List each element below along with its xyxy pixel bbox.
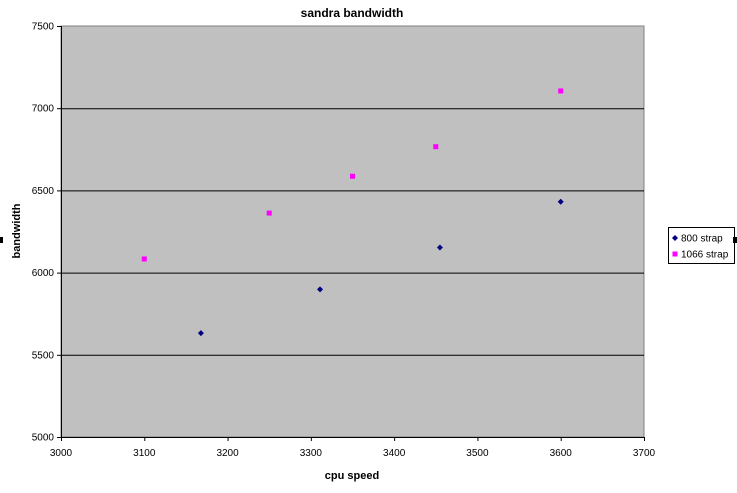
edge-mark-right — [733, 237, 737, 243]
x-tick-label: 3300 — [300, 448, 323, 459]
data-point — [433, 144, 439, 150]
y-tick-label: 7500 — [32, 22, 55, 33]
y-tick-label: 7000 — [32, 104, 55, 115]
data-point — [266, 210, 272, 216]
legend: 800 strap 1066 strap — [0, 227, 737, 264]
data-point — [350, 173, 355, 179]
legend-label: 800 strap — [681, 234, 723, 245]
x-tick-label: 3500 — [466, 448, 489, 459]
y-tick-label: 5500 — [32, 350, 55, 361]
plot-area — [60, 25, 645, 438]
legend-box — [668, 227, 735, 264]
x-axis-title: cpu speed — [325, 470, 379, 482]
plot-area-group — [60, 25, 645, 438]
chart-title: sandra bandwidth — [301, 6, 404, 20]
y-tick-label: 5000 — [32, 433, 55, 444]
axes-group: 5000 5500 6000 6500 7000 7500 3000 3100 3200 3300… — [32, 22, 656, 460]
edge-mark-left — [0, 237, 3, 243]
x-tick-label: 3000 — [50, 448, 73, 459]
x-tick-label: 3600 — [550, 448, 573, 459]
y-tick-label: 6500 — [32, 186, 55, 197]
x-tick-label: 3100 — [133, 448, 156, 459]
legend-label: 1066 strap — [681, 250, 729, 261]
data-point — [558, 88, 564, 94]
x-tick-label: 3400 — [383, 448, 406, 459]
y-axis-title: bandwidth — [11, 203, 23, 258]
data-point — [436, 244, 443, 251]
data-point — [557, 198, 564, 205]
points-group — [141, 88, 564, 337]
x-tick-label: 3700 — [633, 448, 656, 459]
data-point — [141, 256, 147, 262]
data-point — [317, 286, 324, 293]
x-tick-label: 3200 — [216, 448, 239, 459]
data-point — [197, 330, 204, 337]
data-point — [672, 251, 678, 257]
data-point — [672, 235, 678, 241]
y-tick-label: 6000 — [32, 268, 55, 279]
